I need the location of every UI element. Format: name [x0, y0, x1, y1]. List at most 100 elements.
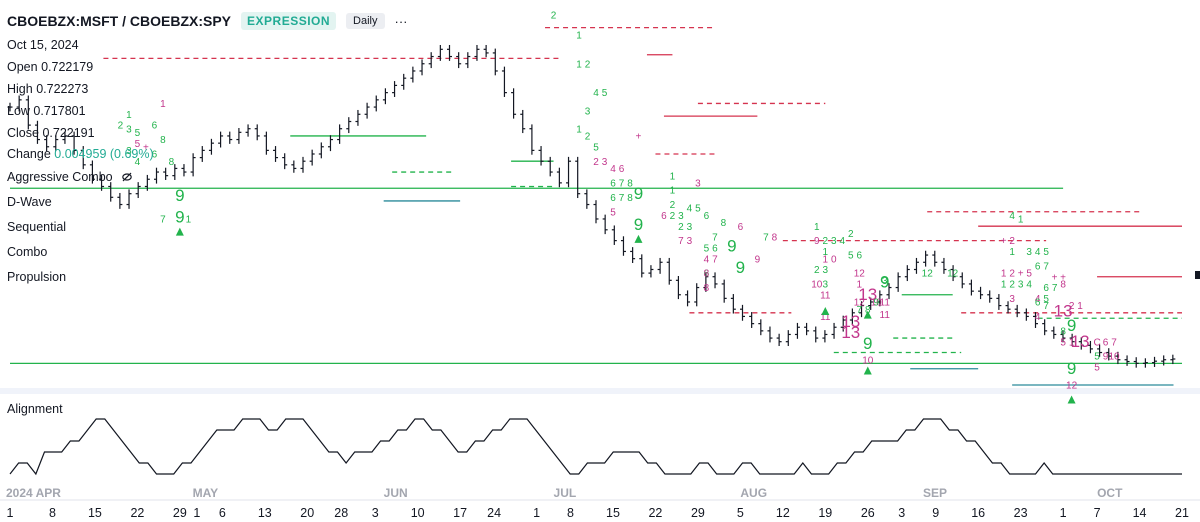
count-label-74: 9	[814, 236, 820, 247]
indicator-combo[interactable]: Combo	[7, 245, 48, 259]
count-label-31: 6	[619, 164, 625, 175]
indicator-sequential[interactable]: Sequential	[7, 220, 67, 234]
legend-change-value: 0.004959 (0.69%)	[54, 147, 154, 161]
legend-open-label: Open	[7, 60, 38, 74]
count-label-94: 11	[880, 298, 891, 309]
count-label-130: 7	[1043, 301, 1049, 312]
count-label-63: 9	[727, 236, 736, 255]
count-label-77: 0	[831, 254, 837, 265]
legend-high-value: 0.722273	[36, 82, 89, 96]
symbol-title[interactable]: CBOEBZX:MSFT / CBOEBZX:SPY	[7, 13, 232, 29]
count-label-112: 1	[1001, 269, 1007, 280]
x-tick-label-13: 24	[487, 506, 501, 520]
count-label-59: 6	[712, 243, 718, 254]
count-label-132: 2	[1069, 301, 1075, 312]
count-label-3: 1	[126, 110, 132, 121]
alignment-line	[9, 418, 1182, 476]
up-arrow-icon-3	[863, 310, 872, 319]
alignment-pane-label: Alignment	[7, 402, 63, 416]
up-arrow-icon-4	[863, 366, 872, 375]
indicator-aggressive-combo[interactable]: Aggressive Combo	[7, 170, 132, 184]
legend-low-value: 0.717801	[33, 104, 86, 118]
count-label-54: 3	[695, 178, 701, 189]
count-label-19: 1	[160, 99, 166, 110]
count-label-139: C	[1093, 337, 1100, 348]
count-label-64: 9	[736, 258, 745, 277]
more-menu-icon[interactable]: ···	[394, 13, 408, 29]
legend-high: High 0.722273	[7, 82, 88, 96]
legend-change-label: Change	[7, 147, 51, 161]
count-label-93: 9	[880, 273, 889, 292]
count-label-25: 1	[576, 124, 582, 135]
count-label-76: 1	[823, 254, 829, 265]
count-label-100: 10	[862, 355, 874, 366]
count-label-70: 1	[814, 222, 820, 233]
count-label-18: +	[143, 142, 149, 153]
x-tick-label-2: 15	[88, 506, 102, 520]
interval-badge[interactable]: Daily	[346, 13, 385, 29]
count-label-138: 13	[1071, 332, 1090, 351]
count-label-5: 3	[126, 124, 132, 135]
count-label-32: 6	[610, 178, 616, 189]
x-tick-label-26: 23	[1014, 506, 1028, 520]
count-label-124: 8	[1060, 280, 1066, 291]
count-label-17: 5	[135, 139, 141, 150]
x-tick-label-7: 13	[258, 506, 272, 520]
count-label-90: 7	[856, 305, 862, 316]
count-label-117: 2	[1009, 280, 1015, 291]
count-label-129: 4	[1035, 312, 1041, 323]
count-label-30: 4	[610, 164, 616, 175]
count-label-119: 4	[1026, 280, 1032, 291]
count-label-20: 1	[576, 59, 582, 70]
x-tick-label-23: 3	[898, 506, 905, 520]
x-tick-label-15: 8	[567, 506, 574, 520]
indicator-propulsion[interactable]: Propulsion	[7, 270, 67, 284]
legend-change: Change 0.004959 (0.69%)	[7, 147, 154, 161]
count-label-24: 5	[602, 88, 608, 99]
count-label-133: 1	[1077, 301, 1083, 312]
count-label-49: 2	[678, 222, 684, 233]
count-label-26: 2	[585, 132, 591, 143]
count-label-80: 6	[856, 251, 862, 262]
count-label-84: 3	[823, 280, 829, 291]
count-label-102: 12	[947, 269, 959, 280]
x-tick-label-21: 19	[818, 506, 832, 520]
count-label-66: 8	[704, 283, 710, 294]
count-label-67: 7	[763, 233, 769, 244]
up-arrow-icon-2	[821, 307, 830, 316]
count-label-6: 5	[135, 128, 141, 139]
count-label-11: 4	[135, 157, 141, 168]
count-label-111: 7	[1043, 261, 1049, 272]
x-tick-label-17: 22	[648, 506, 662, 520]
count-label-10: 3	[126, 146, 132, 157]
x-tick-label-4: 29	[173, 506, 187, 520]
count-label-115: 5	[1026, 269, 1032, 280]
indicator-d-wave[interactable]: D-Wave	[7, 195, 52, 209]
count-label-34: 8	[627, 178, 633, 189]
count-label-16: 1	[186, 215, 192, 226]
count-label-95: 9	[873, 298, 879, 309]
count-label-142: 5	[1094, 352, 1100, 363]
period-label-3: JUL	[554, 486, 577, 500]
legend-high-label: High	[7, 82, 33, 96]
count-label-128: 6	[1035, 298, 1041, 309]
count-label-28: 2	[593, 157, 599, 168]
x-tick-label-12: 17	[453, 506, 467, 520]
count-label-35: 6	[610, 193, 616, 204]
count-label-120: +	[1052, 272, 1058, 283]
count-label-106: 1	[1009, 247, 1015, 258]
count-label-13: 9	[175, 186, 184, 205]
count-label-53: +	[636, 132, 642, 143]
up-arrow-icon-5	[1067, 395, 1076, 404]
count-label-14: 9	[175, 208, 184, 227]
count-label-97: 11	[880, 310, 891, 321]
x-tick-label-5: 1	[193, 506, 200, 520]
x-tick-label-11: 10	[411, 506, 425, 520]
x-tick-label-0: 1	[7, 506, 14, 520]
count-label-36: 7	[619, 193, 625, 204]
count-label-146: 9	[1067, 359, 1076, 378]
hidden-eye-icon[interactable]	[122, 172, 132, 182]
count-label-135: 9	[1067, 316, 1076, 335]
indicator-aggressive-combo-label: Aggressive Combo	[7, 170, 113, 184]
count-label-148: 13	[841, 312, 860, 331]
